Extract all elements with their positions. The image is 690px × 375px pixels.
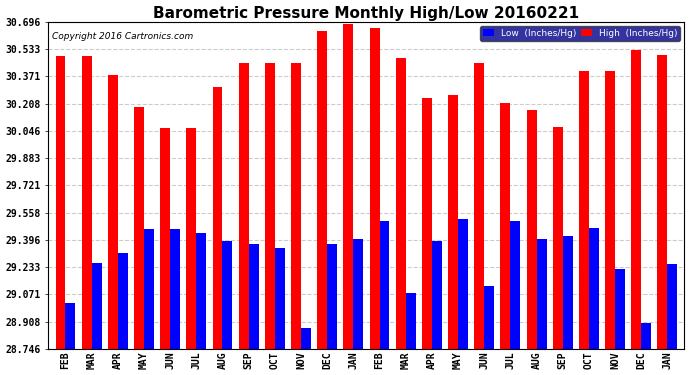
Bar	[239, 63, 248, 349]
Bar	[380, 221, 389, 349]
Bar	[160, 129, 170, 349]
Bar	[134, 106, 144, 349]
Bar	[118, 253, 128, 349]
Bar	[66, 303, 75, 349]
Bar	[317, 31, 327, 349]
Title: Barometric Pressure Monthly High/Low 20160221: Barometric Pressure Monthly High/Low 201…	[153, 6, 580, 21]
Bar	[500, 103, 511, 349]
Bar	[344, 24, 353, 349]
Bar	[458, 219, 468, 349]
Bar	[275, 248, 285, 349]
Bar	[474, 63, 484, 349]
Bar	[641, 323, 651, 349]
Text: Copyright 2016 Cartronics.com: Copyright 2016 Cartronics.com	[52, 32, 193, 40]
Bar	[301, 328, 311, 349]
Bar	[248, 244, 259, 349]
Bar	[605, 71, 615, 349]
Bar	[563, 236, 573, 349]
Bar	[406, 293, 415, 349]
Bar	[92, 263, 101, 349]
Bar	[265, 63, 275, 349]
Bar	[213, 87, 222, 349]
Bar	[291, 63, 301, 349]
Bar	[108, 75, 118, 349]
Legend: Low  (Inches/Hg), High  (Inches/Hg): Low (Inches/Hg), High (Inches/Hg)	[480, 26, 680, 40]
Bar	[511, 221, 520, 349]
Bar	[615, 270, 625, 349]
Bar	[197, 232, 206, 349]
Bar	[370, 28, 380, 349]
Bar	[579, 71, 589, 349]
Bar	[589, 228, 599, 349]
Bar	[55, 56, 66, 349]
Bar	[81, 56, 92, 349]
Bar	[186, 129, 197, 349]
Bar	[170, 229, 180, 349]
Bar	[448, 95, 458, 349]
Bar	[484, 286, 494, 349]
Bar	[144, 229, 154, 349]
Bar	[526, 110, 537, 349]
Bar	[537, 239, 546, 349]
Bar	[222, 241, 233, 349]
Bar	[667, 264, 678, 349]
Bar	[422, 98, 432, 349]
Bar	[396, 58, 406, 349]
Bar	[553, 127, 563, 349]
Bar	[432, 241, 442, 349]
Bar	[353, 239, 364, 349]
Bar	[631, 50, 641, 349]
Bar	[327, 244, 337, 349]
Bar	[658, 55, 667, 349]
